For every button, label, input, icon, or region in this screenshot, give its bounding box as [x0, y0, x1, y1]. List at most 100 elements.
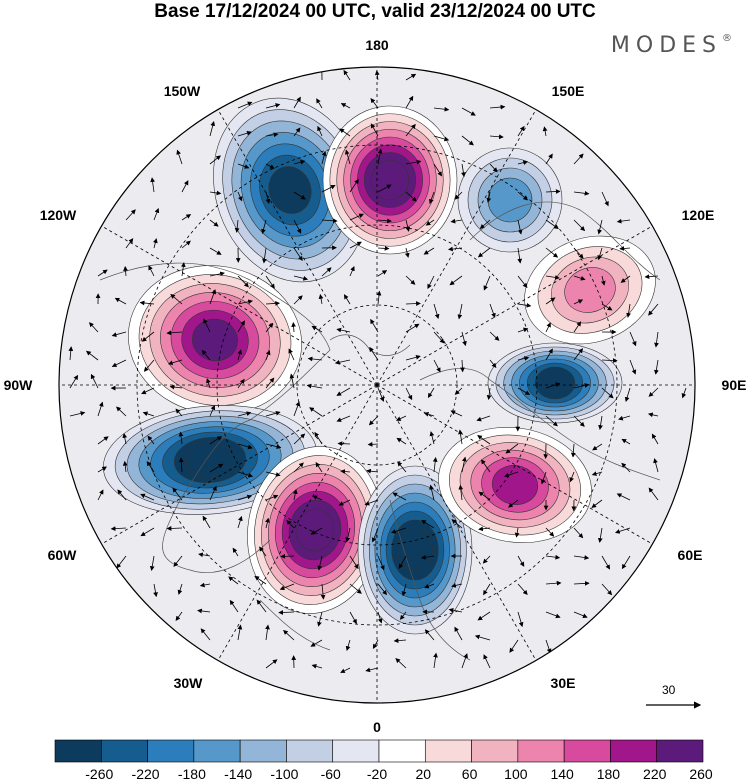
colorbar-tick-label: -20 — [367, 766, 387, 782]
wind-vector — [405, 191, 417, 202]
wind-vector — [197, 608, 211, 614]
low-central-siberia-anomaly — [487, 342, 623, 424]
wind-vector — [293, 275, 309, 281]
wind-vector — [175, 408, 183, 417]
wind-vector — [483, 654, 491, 669]
wind-vector — [306, 383, 323, 389]
colorbar-tick-label: 100 — [504, 766, 528, 782]
wind-vector — [176, 149, 183, 165]
colorbar-tick-label: 140 — [550, 766, 574, 782]
wind-vector — [209, 271, 225, 277]
wind-vector — [209, 155, 221, 165]
wind-vector — [601, 303, 613, 311]
wind-vector — [477, 611, 491, 621]
wind-vector — [283, 629, 295, 641]
wind-vector — [601, 191, 609, 207]
wind-vector — [345, 639, 351, 651]
wind-vector — [209, 404, 216, 417]
colorbar-tick-label: -220 — [132, 766, 160, 782]
wind-vector — [372, 639, 379, 649]
wind-vector — [504, 471, 519, 478]
wind-vector — [291, 321, 296, 333]
wind-vector — [166, 330, 183, 336]
wind-vector — [573, 219, 586, 232]
wind-vector — [232, 547, 239, 557]
wind-vector — [149, 555, 155, 571]
wind-vector — [454, 191, 463, 200]
wind-vector — [123, 265, 128, 277]
wind-vector — [405, 275, 416, 285]
wind-vector — [545, 527, 555, 537]
wind-vector — [478, 491, 491, 501]
wind-vector — [489, 359, 497, 369]
wind-vector — [517, 160, 529, 165]
wind-vector — [629, 359, 637, 375]
colorbar-swatch — [424, 739, 472, 763]
colorbar-swatch — [332, 739, 380, 763]
wind-vector — [237, 443, 253, 450]
chukotka-coast — [469, 201, 661, 281]
wind-vector — [237, 411, 252, 417]
wind-vector — [476, 415, 491, 422]
wind-vector — [451, 519, 463, 529]
wind-vector — [140, 493, 155, 501]
wind-vector — [97, 401, 104, 417]
wind-vector — [377, 148, 383, 165]
meridian-line — [101, 384, 378, 545]
wind-vector — [449, 275, 463, 286]
high-east-siberia-contour-7 — [370, 159, 410, 201]
wind-vector — [616, 218, 631, 224]
wind-vector — [681, 387, 687, 399]
wind-vector — [597, 247, 603, 261]
wind-vector — [293, 159, 306, 165]
wind-vector — [517, 327, 529, 333]
wind-vector — [143, 359, 155, 372]
high-north-atlantic-anomaly — [247, 446, 383, 614]
longitude-label-lon-120w: 120W — [40, 207, 77, 223]
wind-vector — [209, 463, 224, 473]
wind-vector — [573, 348, 584, 361]
wind-vector — [458, 429, 463, 445]
wind-vector — [293, 295, 303, 305]
colorbar-swatch — [286, 739, 334, 763]
longitude-label-lon-60w: 60W — [48, 547, 78, 563]
wind-vector — [477, 247, 491, 258]
wind-vector — [573, 611, 588, 618]
wind-vector — [545, 580, 562, 586]
wind-vector — [429, 484, 435, 501]
wind-vector — [69, 374, 79, 389]
wind-vector — [621, 438, 631, 445]
wind-vector — [478, 526, 491, 532]
wind-vector — [317, 125, 323, 137]
wind-vector — [228, 576, 239, 585]
wind-vector — [404, 247, 410, 258]
wind-vector — [433, 303, 440, 320]
wind-vector — [320, 583, 326, 600]
wind-vector — [153, 238, 158, 249]
wind-vector — [517, 219, 523, 235]
wind-vector — [505, 443, 519, 454]
wind-vector — [433, 163, 442, 177]
wind-vector — [278, 610, 295, 615]
wind-vector — [116, 406, 127, 417]
wind-vector — [237, 163, 250, 169]
colorbar-tick-label: -140 — [224, 766, 252, 782]
wind-vector — [424, 583, 435, 589]
wind-vector — [569, 471, 575, 483]
wind-vector — [114, 297, 127, 305]
wind-vector — [286, 519, 295, 529]
wind-vector — [545, 322, 551, 333]
wind-vector — [125, 209, 136, 221]
wind-vector — [237, 275, 249, 288]
wind-vector — [450, 218, 463, 224]
wind-vector — [427, 387, 435, 399]
wind-vector — [433, 359, 441, 373]
wind-vector — [517, 387, 531, 395]
wind-vector — [293, 433, 306, 445]
wind-vector — [405, 387, 413, 401]
meridian-line — [376, 225, 653, 386]
wind-vector — [349, 178, 359, 193]
wind-vector — [545, 382, 561, 389]
wind-vector — [265, 322, 274, 333]
wind-vector — [147, 435, 155, 445]
